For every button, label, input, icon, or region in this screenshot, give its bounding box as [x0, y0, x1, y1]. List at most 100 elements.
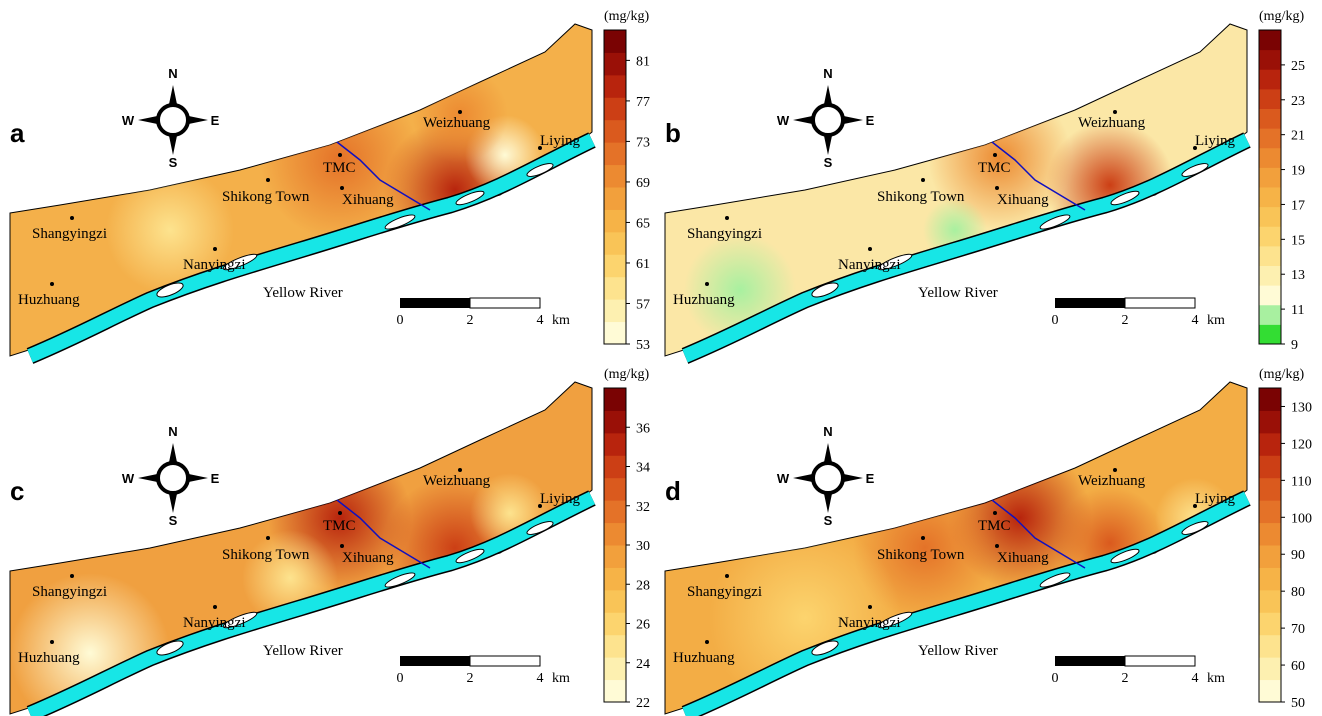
- river-label: Yellow River: [263, 643, 343, 659]
- colorbar-label: 26: [636, 618, 650, 633]
- colorbar-band: [1259, 304, 1281, 325]
- compass-letter: N: [168, 66, 177, 81]
- colorbar-band: [604, 231, 626, 255]
- colorbar-band: [604, 455, 626, 479]
- colorbar-band: [604, 30, 626, 53]
- place-label: TMC: [978, 160, 1011, 176]
- scale-label: km: [552, 313, 570, 328]
- scale-label: 2: [1122, 671, 1129, 686]
- colorbar-band: [1259, 285, 1281, 306]
- place-label: TMC: [323, 518, 356, 534]
- place-label: Shikong Town: [877, 189, 965, 205]
- scale-label: 0: [397, 671, 404, 686]
- island: [1181, 521, 1209, 535]
- colorbar-band: [1259, 679, 1281, 703]
- island: [1181, 163, 1209, 177]
- scale-label: km: [1207, 313, 1225, 328]
- place-label: Huzhuang: [673, 292, 735, 308]
- place-label: Weizhuang: [1078, 115, 1146, 131]
- colorbar-band: [604, 567, 626, 591]
- place-label: Huzhuang: [18, 650, 80, 666]
- colorbar-band: [604, 545, 626, 568]
- island: [384, 214, 416, 230]
- place-dot: [538, 146, 542, 150]
- place-dot: [1113, 468, 1117, 472]
- colorbar-label: 32: [636, 500, 650, 515]
- boundary-line: [336, 499, 431, 569]
- colorbar-band: [1259, 49, 1281, 70]
- colorbar-band: [1259, 432, 1281, 456]
- place-dot: [921, 178, 925, 182]
- compass-letter: W: [777, 113, 790, 128]
- colorbar-band: [604, 74, 626, 98]
- place-dot: [921, 536, 925, 540]
- island: [156, 282, 184, 298]
- colorbar-label: 21: [1291, 129, 1305, 144]
- place-label: Liying: [540, 133, 580, 149]
- colorbar-band: [1259, 108, 1281, 129]
- colorbar-band: [604, 276, 626, 300]
- island: [156, 640, 184, 656]
- colorbar-label: 15: [1291, 233, 1305, 248]
- compass-letter: E: [866, 113, 875, 128]
- place-dot: [50, 282, 54, 286]
- colorbar-label: 50: [1291, 696, 1305, 711]
- scale-black: [1055, 298, 1125, 308]
- colorbar-band: [604, 634, 626, 658]
- compass-ring: [811, 461, 845, 495]
- compass-letter: W: [122, 113, 135, 128]
- place-dot: [213, 605, 217, 609]
- river-label: Yellow River: [918, 643, 998, 659]
- colorbar-label: 81: [636, 54, 650, 69]
- compass-letter: N: [823, 424, 832, 439]
- colorbar-band: [604, 164, 626, 188]
- island: [811, 282, 839, 298]
- island: [526, 163, 554, 177]
- scale-label: km: [1207, 671, 1225, 686]
- colorbar-band: [604, 299, 626, 323]
- colorbar-band: [1259, 167, 1281, 188]
- colorbar-band: [604, 321, 626, 345]
- island: [526, 521, 554, 535]
- place-label: Liying: [540, 491, 580, 507]
- place-label: Shikong Town: [877, 547, 965, 563]
- hotspot: [106, 166, 234, 294]
- colorbar-band: [604, 612, 626, 636]
- place-label: Weizhuang: [423, 115, 491, 131]
- compass-letter: N: [168, 424, 177, 439]
- island: [222, 611, 258, 629]
- island: [877, 253, 913, 271]
- scale-label: 0: [1052, 671, 1059, 686]
- boundary-line: [991, 141, 1086, 211]
- place-dot: [338, 153, 342, 157]
- scale-label: 4: [537, 671, 544, 686]
- place-dot: [1193, 504, 1197, 508]
- colorbar-label: 57: [636, 297, 650, 312]
- colorbar-frame: [1258, 387, 1282, 703]
- colorbar-band: [604, 52, 626, 76]
- island: [1110, 190, 1140, 206]
- colorbar-unit: (mg/kg): [604, 367, 649, 382]
- colorbar-band: [604, 679, 626, 703]
- scale-label: 4: [1192, 313, 1199, 328]
- place-dot: [868, 247, 872, 251]
- colorbar-band: [604, 477, 626, 501]
- place-label: Xihuang: [342, 550, 394, 566]
- place-dot: [993, 153, 997, 157]
- colorbar-label: 34: [636, 461, 650, 476]
- compass-letter: S: [169, 513, 178, 528]
- island: [811, 640, 839, 656]
- colorbar-band: [1259, 657, 1281, 681]
- panel-letter: a: [10, 118, 25, 148]
- place-dot: [993, 511, 997, 515]
- colorbar-label: 120: [1291, 437, 1312, 452]
- compass-ring: [156, 103, 190, 137]
- colorbar-band: [1259, 567, 1281, 591]
- island: [455, 190, 485, 206]
- scale-white: [469, 655, 541, 667]
- island: [877, 611, 913, 629]
- colorbar-label: 24: [636, 657, 650, 672]
- place-label: Shikong Town: [222, 547, 310, 563]
- panel: Weizhuang Liying TMC Xihuang Shikong Town Sha…: [9, 9, 650, 364]
- scale-label: 0: [1052, 313, 1059, 328]
